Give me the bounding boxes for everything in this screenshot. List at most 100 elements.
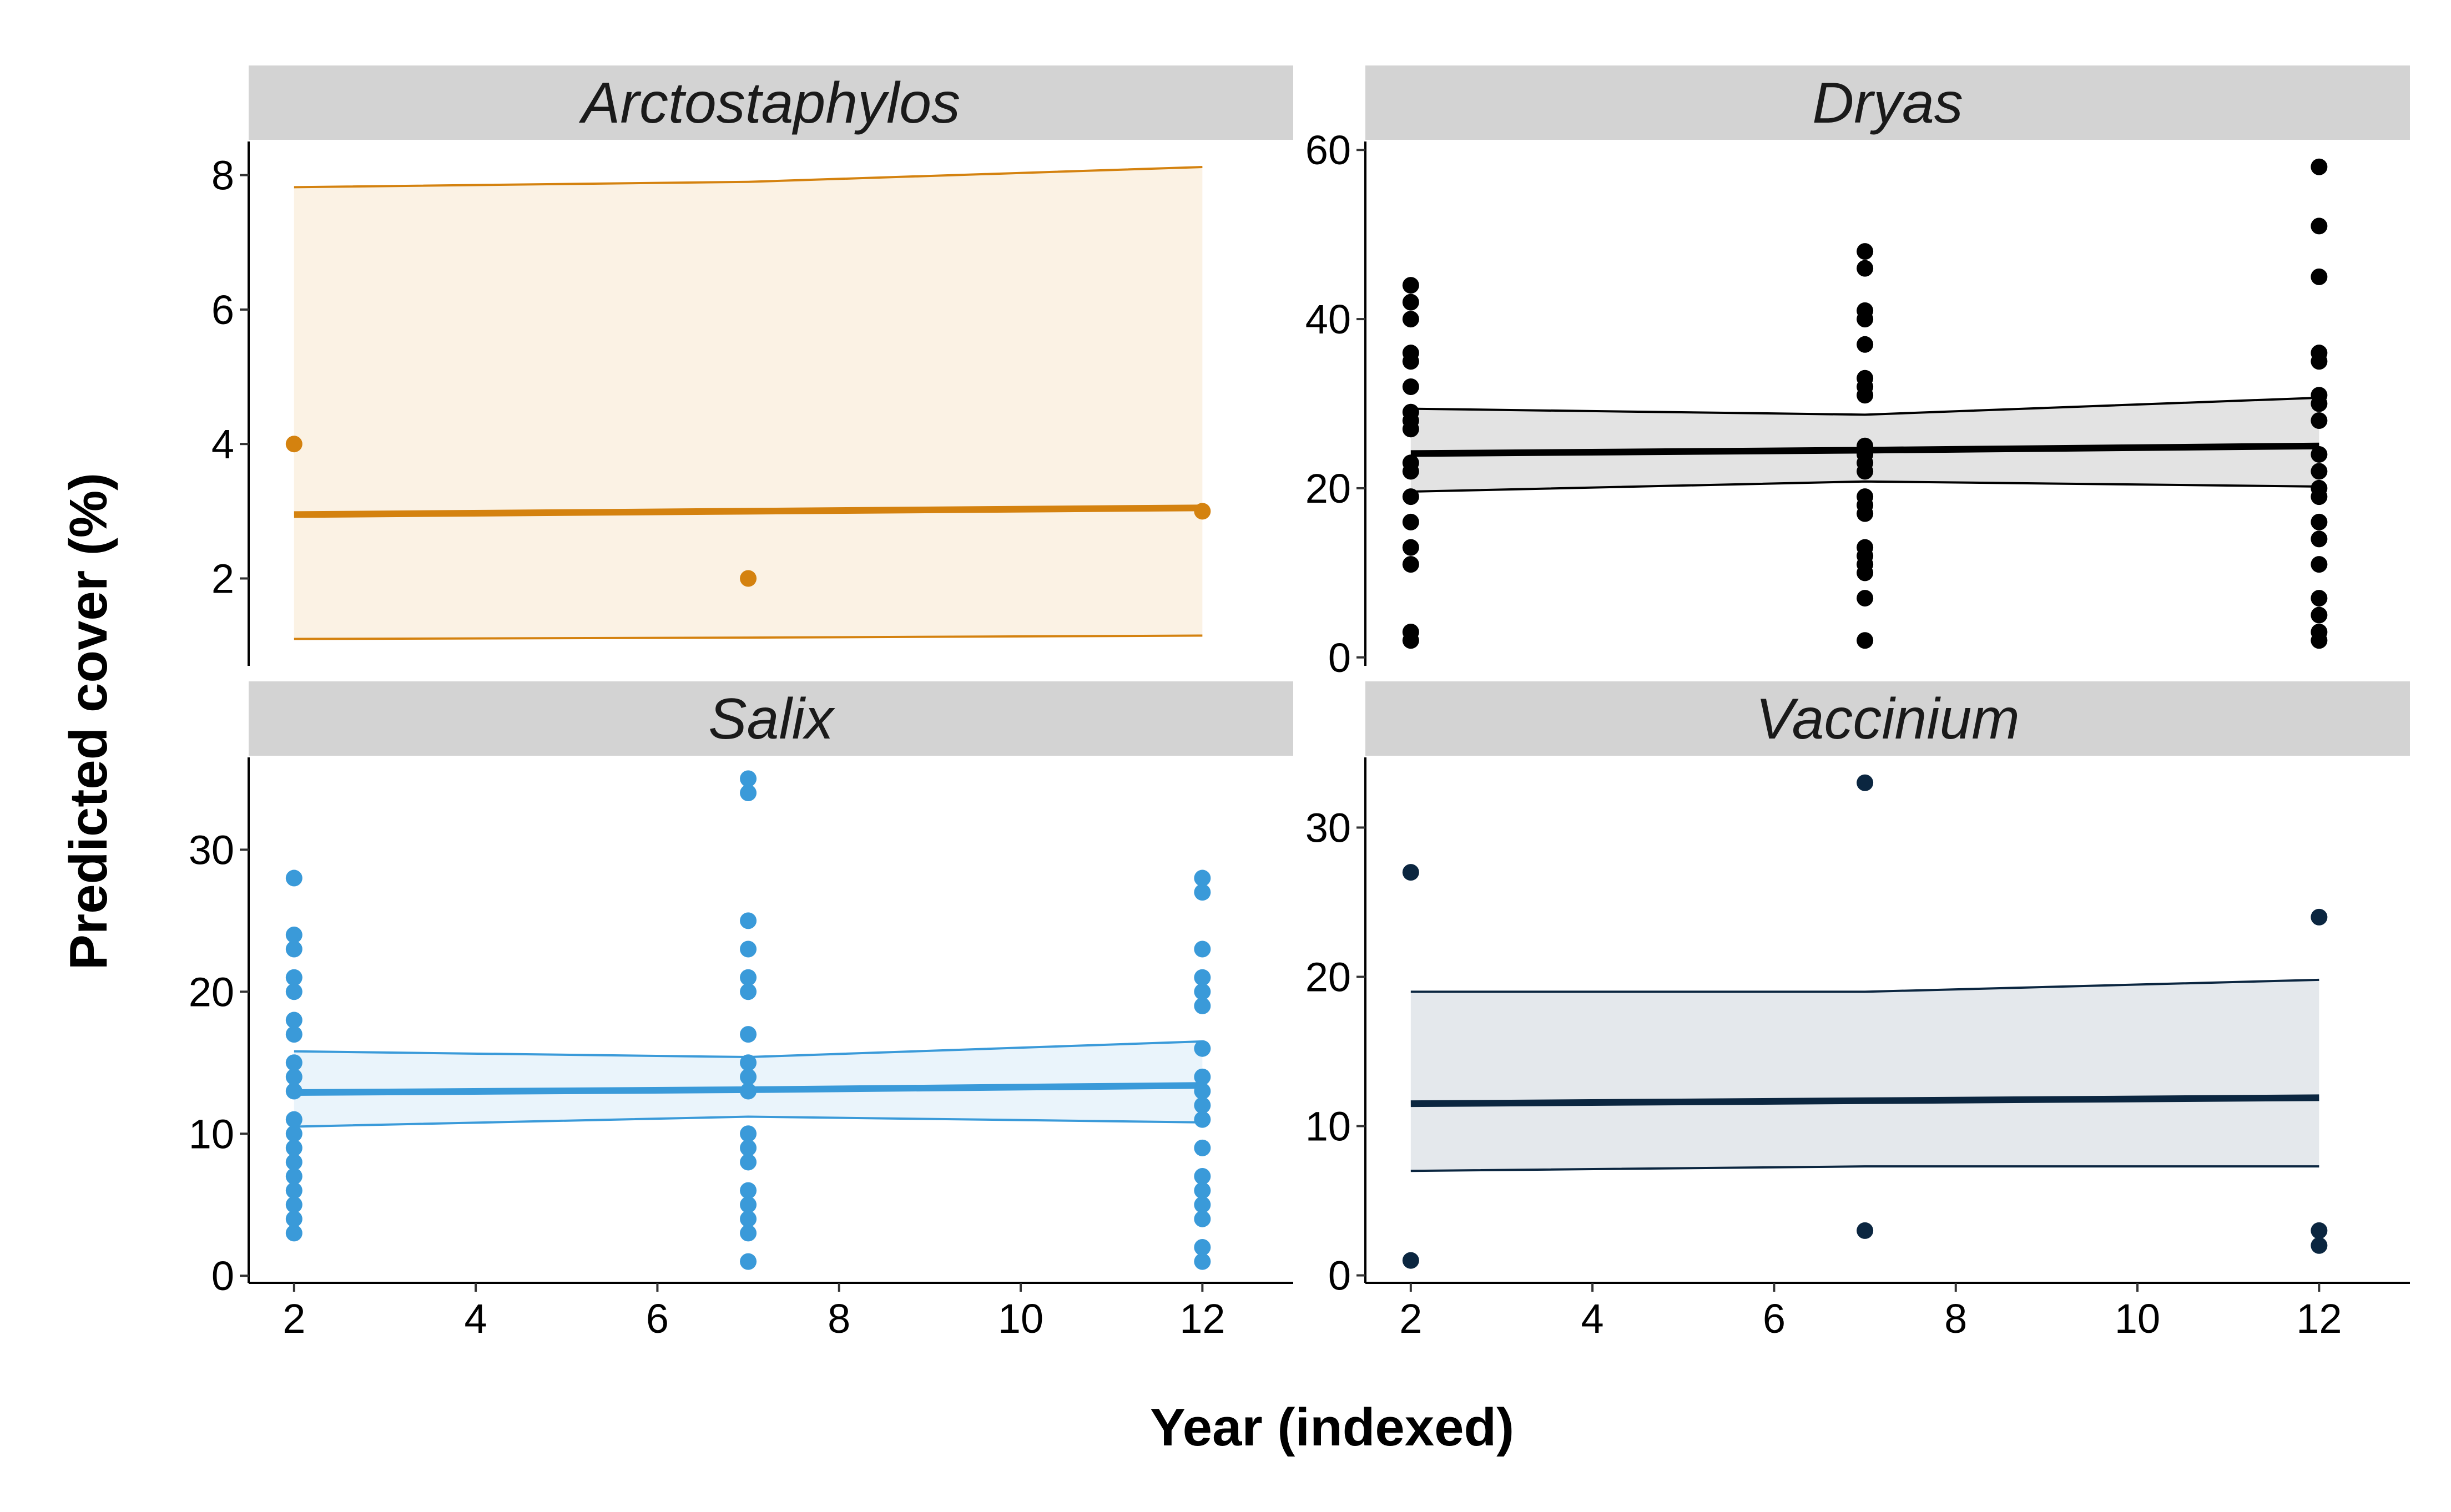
y-tick-label: 20	[1305, 954, 1351, 1000]
data-point	[285, 869, 302, 887]
x-tick-label: 10	[2115, 1296, 2160, 1342]
data-point	[1857, 539, 1874, 556]
data-point	[740, 570, 757, 587]
x-axis-title: Year (indexed)	[1150, 1398, 1514, 1457]
y-tick-label: 4	[211, 421, 234, 467]
data-point	[285, 1012, 302, 1029]
data-point	[285, 940, 302, 958]
upper-ci-line	[1410, 396, 2319, 416]
y-tick-label: 0	[1328, 1253, 1351, 1299]
data-point	[1194, 1097, 1211, 1114]
y-tick-label: 8	[211, 153, 234, 199]
x-tick-label: 8	[1944, 1296, 1967, 1342]
trend-line	[294, 1082, 1203, 1096]
y-tick-label: 10	[189, 1111, 234, 1157]
data-point	[285, 1125, 302, 1142]
data-point	[2311, 268, 2328, 285]
data-point	[285, 926, 302, 943]
data-point	[285, 1068, 302, 1085]
data-point	[2311, 556, 2328, 573]
data-point	[740, 1182, 757, 1199]
y-tick-label: 6	[211, 287, 234, 333]
data-point	[1857, 243, 1874, 260]
data-point	[2311, 446, 2328, 463]
data-point	[740, 1253, 757, 1270]
data-point	[2311, 345, 2328, 362]
data-point	[740, 1125, 757, 1142]
data-point	[1857, 632, 1874, 649]
data-point	[1194, 1168, 1211, 1185]
data-point	[740, 1068, 757, 1085]
data-point	[740, 912, 757, 929]
data-point	[1194, 1196, 1211, 1213]
data-point	[1194, 940, 1211, 958]
data-point	[1194, 983, 1211, 1000]
data-point	[2311, 590, 2328, 607]
x-tick-label: 4	[465, 1296, 487, 1342]
data-point	[1857, 336, 1874, 353]
panel-vaccinium: Vaccinium 0 10 20 30 2 4 6 8 10 12	[1305, 681, 2410, 1342]
data-point	[285, 969, 302, 986]
data-point	[1402, 454, 1419, 472]
data-point	[1402, 539, 1419, 556]
x-tick-label: 12	[2296, 1296, 2342, 1342]
data-point	[740, 983, 757, 1000]
data-point	[285, 436, 302, 453]
data-point	[1194, 1040, 1211, 1057]
strip-background	[1365, 681, 2410, 756]
data-point	[285, 1111, 302, 1128]
data-point	[740, 940, 757, 958]
data-point	[1402, 624, 1419, 641]
data-point	[1402, 488, 1419, 505]
strip-title: Vaccinium	[1756, 687, 2020, 751]
data-point	[2311, 908, 2328, 926]
data-point	[1402, 345, 1419, 362]
data-point	[1194, 1182, 1211, 1199]
lower-ci-line	[294, 634, 1203, 640]
data-point	[285, 1196, 302, 1213]
x-tick-label: 12	[1179, 1296, 1225, 1342]
x-tick-label: 2	[1399, 1296, 1422, 1342]
data-point	[2311, 1237, 2328, 1254]
data-point	[740, 784, 757, 801]
x-tick-label: 8	[828, 1296, 850, 1342]
data-point	[285, 1210, 302, 1227]
x-tick-label: 6	[646, 1296, 669, 1342]
data-point	[285, 1139, 302, 1156]
y-tick-label: 10	[1305, 1104, 1351, 1150]
data-point	[2311, 158, 2328, 175]
upper-ci-line	[1410, 978, 2319, 993]
y-tick-label: 20	[1305, 466, 1351, 512]
data-point	[2311, 624, 2328, 641]
data-point	[1402, 403, 1419, 421]
data-point	[285, 983, 302, 1000]
data-point	[285, 1225, 302, 1242]
data-point	[1402, 311, 1419, 328]
data-point	[740, 1154, 757, 1171]
trend-line	[1410, 1094, 2319, 1108]
data-point	[1857, 260, 1874, 277]
data-point	[1402, 277, 1419, 294]
data-point	[740, 1196, 757, 1213]
data-point	[2311, 218, 2328, 235]
x-tick-label: 6	[1763, 1296, 1786, 1342]
data-point	[740, 969, 757, 986]
data-point	[1402, 556, 1419, 573]
data-point	[1402, 378, 1419, 396]
lower-ci-line	[1410, 1165, 2319, 1172]
y-tick-label: 60	[1305, 127, 1351, 173]
data-point	[2311, 530, 2328, 548]
trend-line	[294, 504, 1203, 518]
trend-line	[1410, 442, 2319, 457]
confidence-ribbon	[294, 167, 1203, 639]
data-point	[1194, 1111, 1211, 1128]
data-point	[2311, 412, 2328, 429]
y-tick-label: 30	[189, 827, 234, 873]
data-point	[285, 1182, 302, 1199]
data-point	[2311, 463, 2328, 480]
data-point	[1857, 590, 1874, 607]
data-point	[285, 1054, 302, 1071]
data-point	[1857, 1222, 1874, 1239]
y-tick-label: 0	[211, 1253, 234, 1299]
